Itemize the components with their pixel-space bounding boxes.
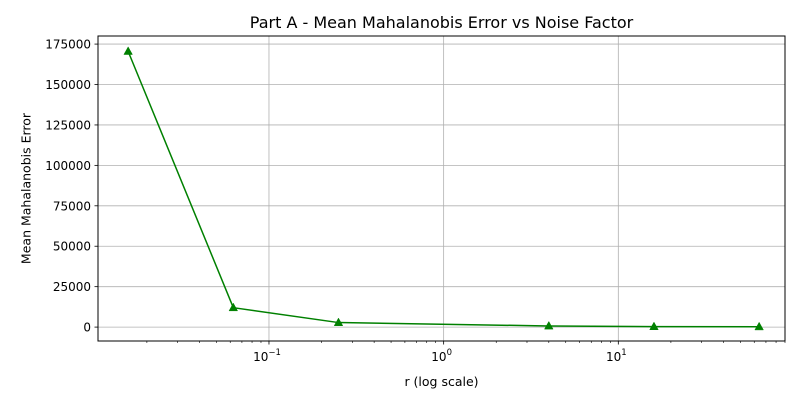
data-point bbox=[228, 302, 239, 312]
x-axis-title: r (log scale) bbox=[404, 374, 478, 389]
ticks: 0 25000 50000 75000 100000 125000 150000 175000… bbox=[45, 38, 786, 364]
y-tick-label: 100000 bbox=[45, 159, 91, 173]
x-tick-label: 10−1 bbox=[253, 348, 281, 364]
data-point bbox=[649, 321, 659, 331]
y-tick-label: 0 bbox=[83, 321, 91, 335]
grid bbox=[98, 36, 785, 341]
x-tick-label: 100 bbox=[431, 348, 452, 364]
x-tick-label-exponent: 0 bbox=[447, 348, 452, 358]
data-series bbox=[123, 46, 764, 331]
x-tick-label-base: 10 bbox=[431, 350, 446, 364]
y-tick-label: 75000 bbox=[53, 199, 91, 213]
x-tick-label: 101 bbox=[606, 348, 627, 364]
plot-frame bbox=[97, 35, 786, 342]
data-point bbox=[544, 320, 554, 330]
data-point bbox=[754, 321, 764, 331]
chart-title: Part A - Mean Mahalanobis Error vs Noise… bbox=[250, 13, 634, 32]
y-tick-label: 175000 bbox=[45, 38, 91, 52]
x-tick-label-exponent: −1 bbox=[268, 348, 281, 358]
y-tick-label: 125000 bbox=[45, 118, 91, 132]
y-axis-title: Mean Mahalanobis Error bbox=[18, 112, 33, 264]
y-tick-label: 50000 bbox=[53, 240, 91, 254]
y-tick-label: 25000 bbox=[53, 280, 91, 294]
data-point bbox=[333, 317, 344, 326]
series-line bbox=[127, 51, 760, 328]
x-tick-label-base: 10 bbox=[253, 350, 268, 364]
y-tick-label: 150000 bbox=[45, 78, 91, 92]
data-point bbox=[123, 46, 133, 55]
x-tick-label-base: 10 bbox=[606, 350, 621, 364]
x-tick-label-exponent: 1 bbox=[621, 348, 626, 358]
